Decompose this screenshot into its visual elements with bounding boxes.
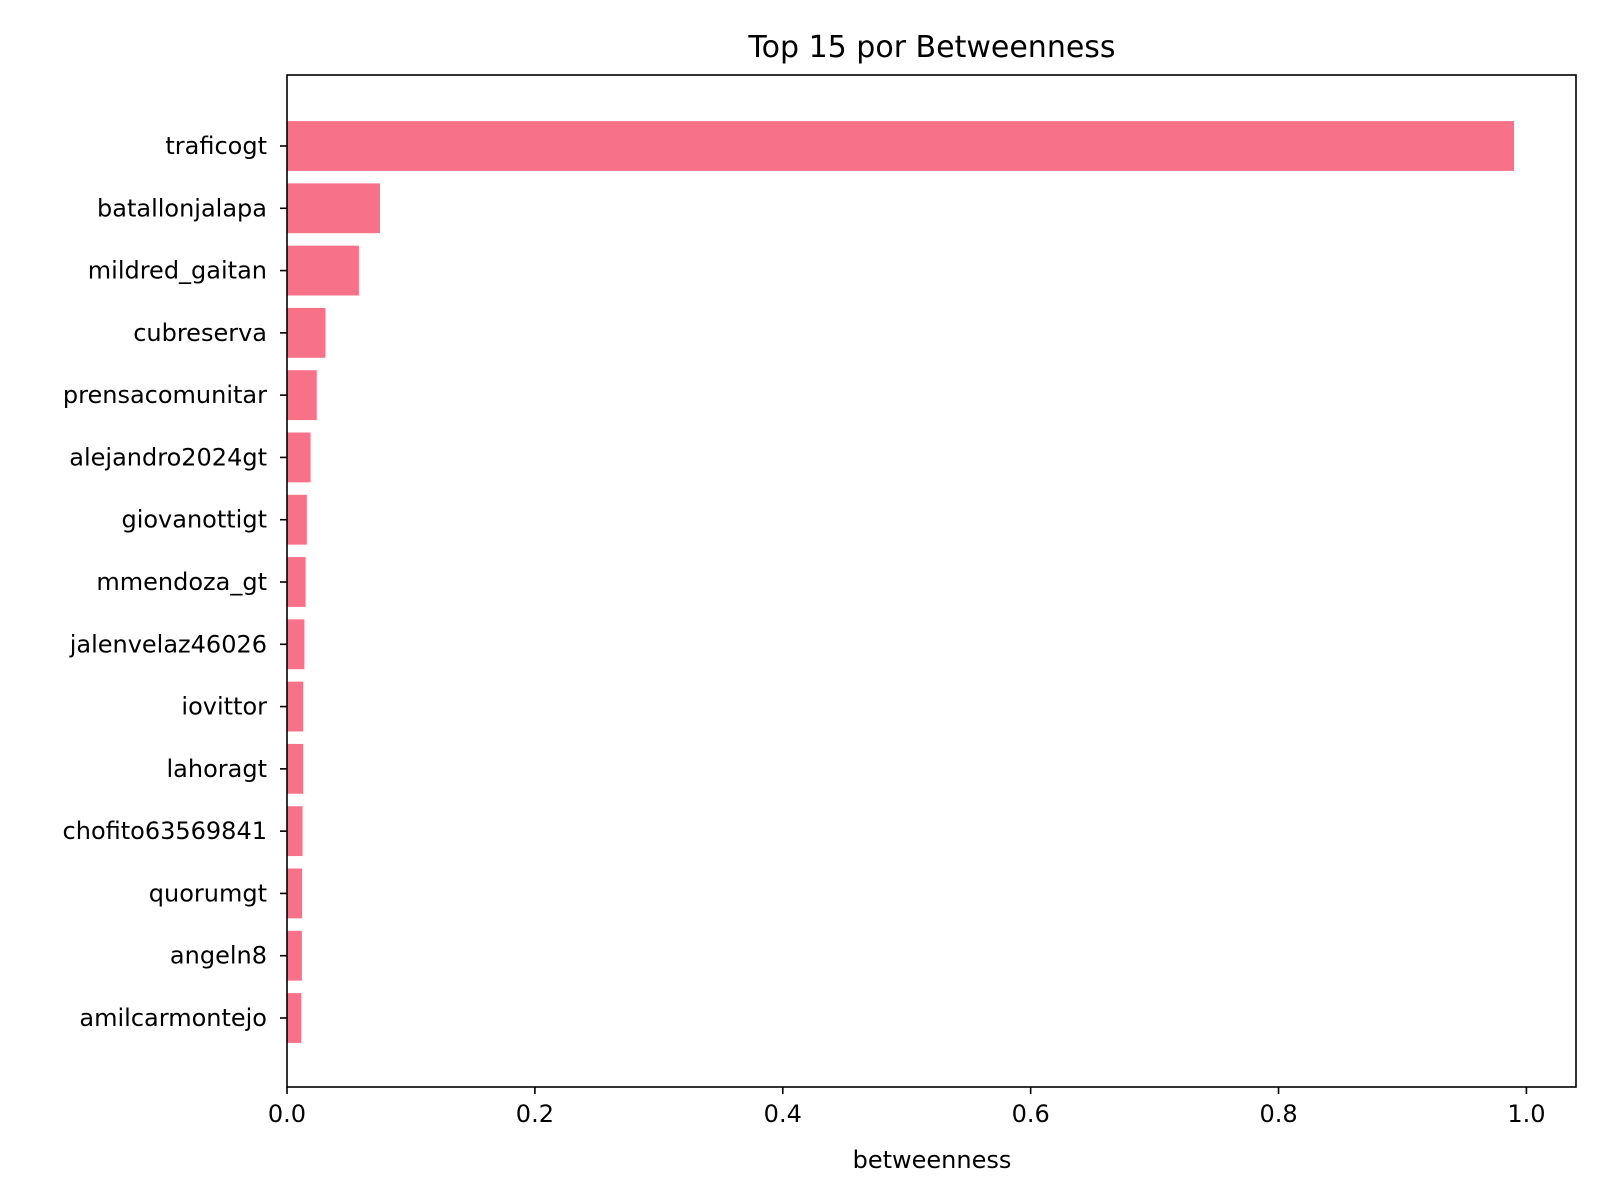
bar-amilcarmontejo	[287, 993, 302, 1043]
y-tick-label: chofito63569841	[63, 817, 267, 845]
bar-batallonjalapa	[287, 183, 380, 234]
y-tick-label: jalenvelaz46026	[69, 630, 267, 658]
x-tick-label: 0.6	[1012, 1100, 1050, 1128]
bar-alejandro2024gt	[287, 432, 311, 483]
x-tick-label: 0.8	[1259, 1100, 1297, 1128]
y-tick-label: lahoragt	[167, 755, 268, 783]
y-tick-label: mmendoza_gt	[96, 568, 267, 596]
y-tick-label: angeln8	[170, 942, 267, 970]
bar-chofito63569841	[287, 806, 303, 857]
bar-iovittor	[287, 681, 304, 732]
bar-giovanottigt	[287, 494, 307, 545]
x-tick-label: 0.2	[516, 1100, 554, 1128]
bar-angeln8	[287, 930, 302, 981]
y-tick-label: alejandro2024gt	[69, 443, 267, 471]
bar-lahoragt	[287, 743, 304, 794]
x-tick-label: 1.0	[1507, 1100, 1545, 1128]
x-tick-label: 0.0	[268, 1100, 306, 1128]
bar-traficogt	[287, 121, 1515, 171]
y-tick-label: giovanottigt	[121, 506, 267, 534]
chart-title: Top 15 por Betweenness	[747, 30, 1115, 65]
y-tick-label: prensacomunitar	[63, 381, 267, 409]
y-tick-label: quorumgt	[149, 879, 267, 907]
bar-jalenvelaz46026	[287, 619, 305, 670]
axes-frame	[286, 74, 1577, 1088]
x-axis-label: betweenness	[853, 1146, 1012, 1174]
y-tick-label: amilcarmontejo	[79, 1004, 267, 1032]
y-tick-label: traficogt	[165, 132, 267, 160]
y-tick-label: batallonjalapa	[97, 194, 267, 222]
x-tick-label: 0.4	[764, 1100, 802, 1128]
x-axis: 0.0 0.2 0.4 0.6 0.8 1.0	[268, 1087, 1546, 1128]
bars-group	[287, 121, 1515, 1043]
bar-mmendoza_gt	[287, 557, 306, 607]
y-tick-label: cubreserva	[133, 319, 267, 347]
bar-mildred_gaitan	[287, 245, 359, 296]
bar-prensacomunitar	[287, 370, 317, 421]
y-axis: traficogt batallonjalapa mildred_gaitancub…	[63, 132, 287, 1032]
y-tick-label: mildred_gaitan	[88, 257, 267, 285]
bar-cubreserva	[287, 307, 326, 358]
y-tick-label: iovittor	[181, 693, 267, 721]
bar-quorumgt	[287, 868, 303, 919]
